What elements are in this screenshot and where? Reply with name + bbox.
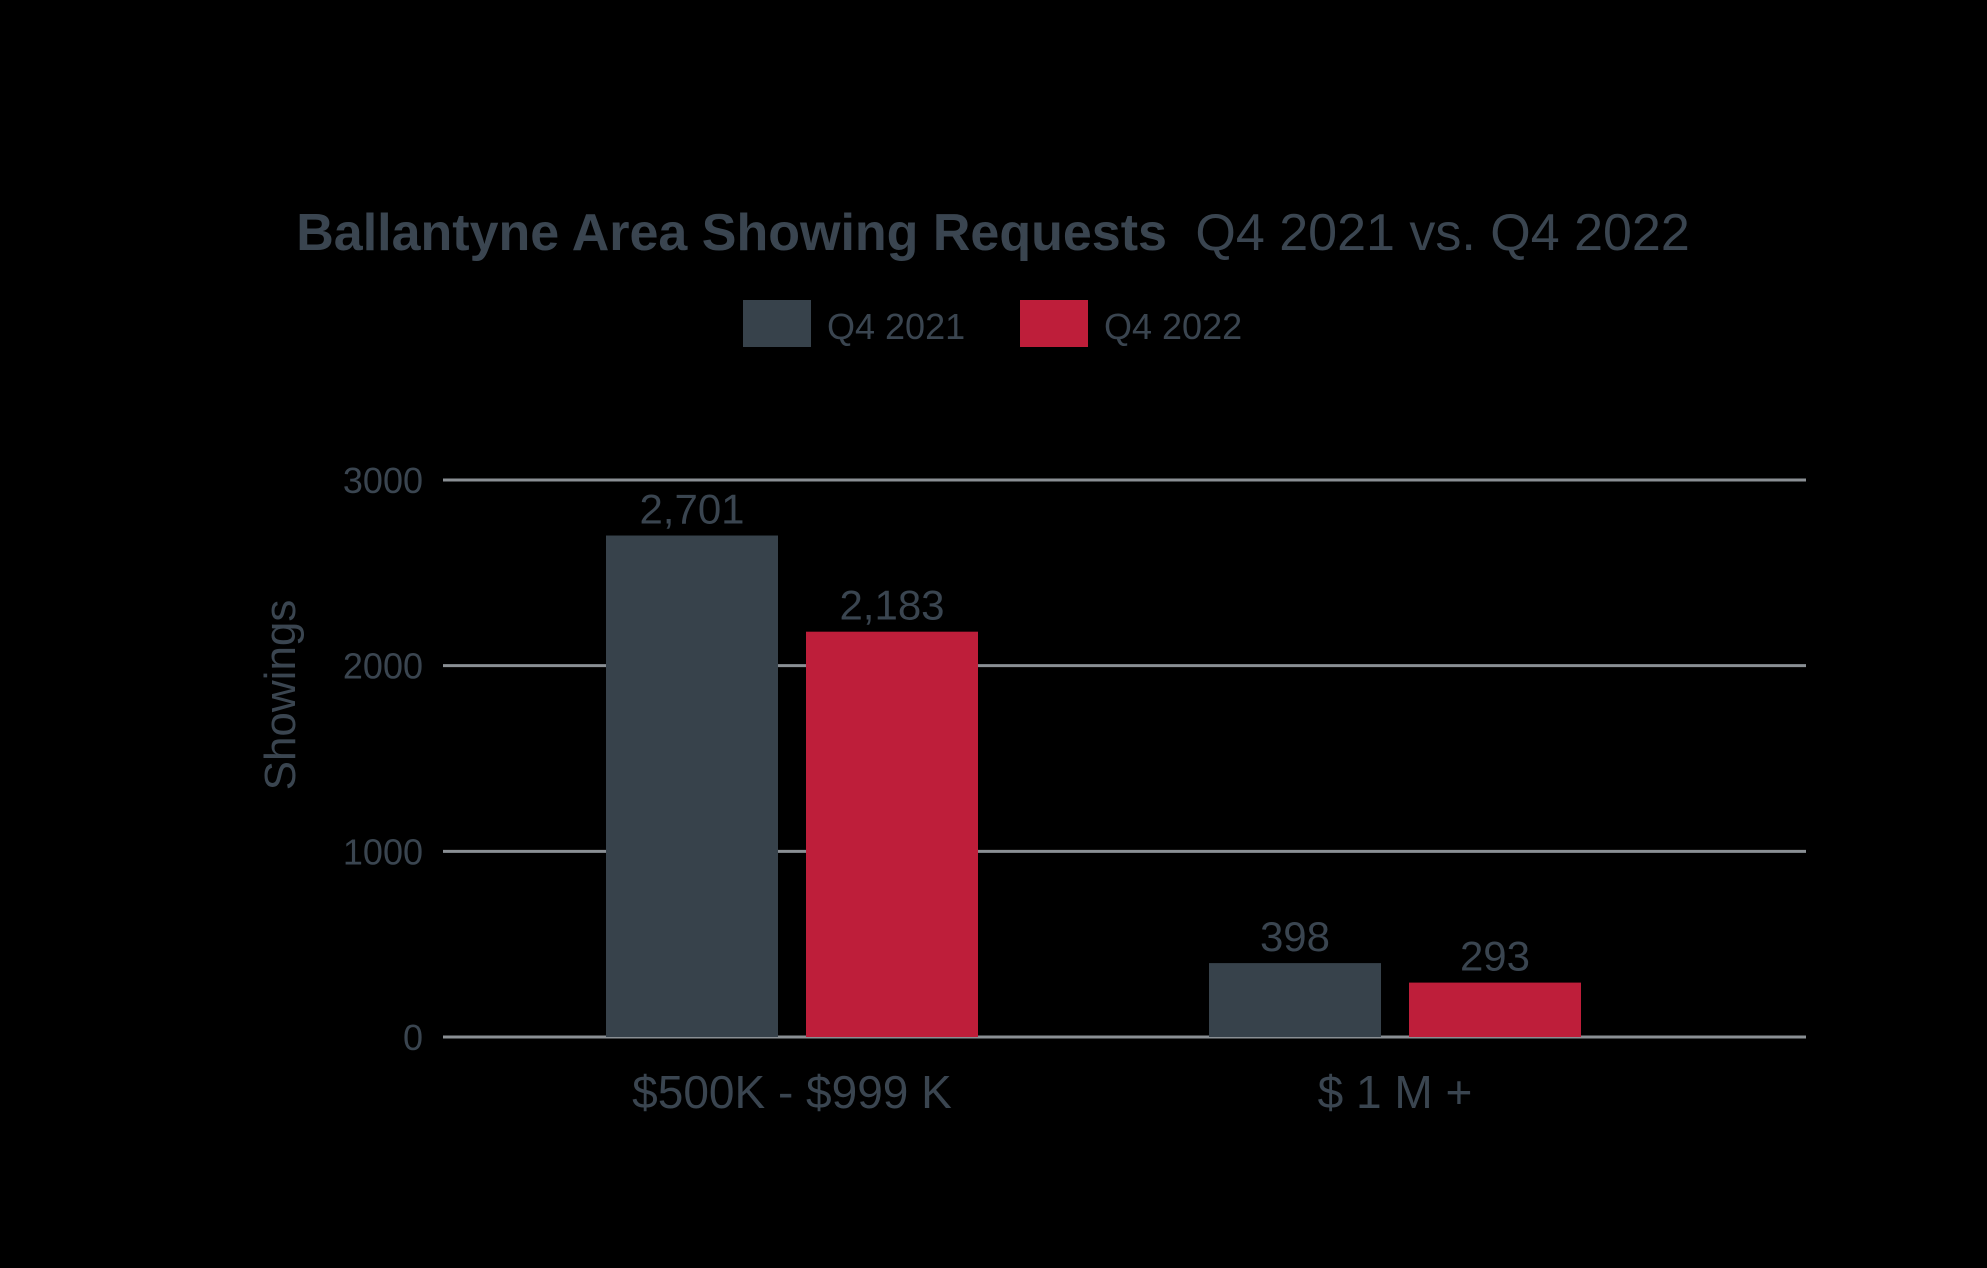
y-tick-label: 0 [403,1017,423,1058]
y-tick-label: 3000 [343,460,423,501]
data-label: 398 [1260,913,1330,960]
chart-title-regular: Q4 2021 vs. Q4 2022 [1195,204,1689,262]
x-category-label: $500K - $999 K [632,1066,952,1118]
legend-swatch [1020,300,1088,347]
chart-title-bold: Ballantyne Area Showing Requests [296,204,1167,262]
y-tick-label: 1000 [343,831,423,872]
x-axis-categories: $500K - $999 K $ 1 M + [632,1066,1472,1118]
legend-swatch [743,300,811,347]
bar [606,535,778,1037]
data-label: 293 [1460,933,1530,980]
bar [1209,963,1381,1037]
data-label: 2,701 [639,486,744,533]
data-label: 2,183 [839,582,944,629]
bar [806,631,978,1037]
y-axis-ticks: 0 1000 2000 3000 [343,460,423,1058]
x-category-label: $ 1 M + [1318,1066,1473,1118]
bars [606,535,1581,1037]
bar [1409,982,1581,1037]
legend-label: Q4 2022 [1104,306,1242,347]
data-labels: 2,701 2,183 398 293 [639,486,1530,980]
y-tick-label: 2000 [343,646,423,687]
chart-title: Ballantyne Area Showing Requests Q4 2021… [296,204,1690,262]
legend-label: Q4 2021 [827,306,965,347]
y-axis-label: Showings [256,600,305,791]
legend: Q4 2021 Q4 2022 [743,300,1242,347]
